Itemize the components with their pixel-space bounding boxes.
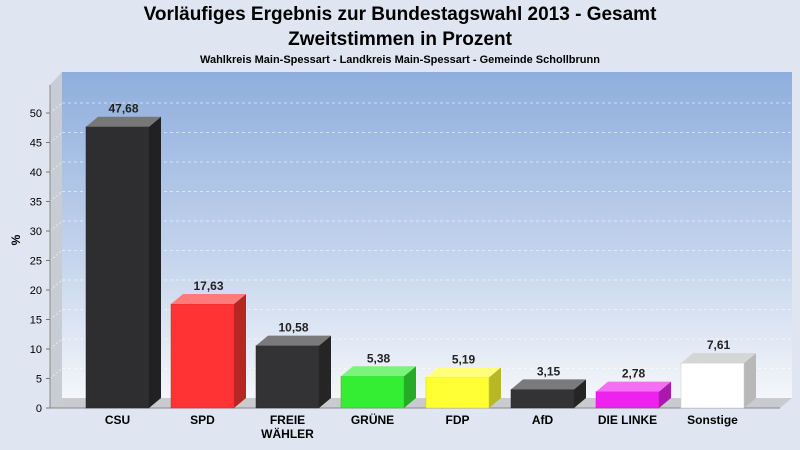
- bar-value-label: 3,15: [537, 364, 561, 378]
- bar-side: [659, 381, 671, 408]
- x-tick-label: Sonstige: [687, 413, 738, 427]
- bar-value-label: 2,78: [622, 367, 646, 381]
- bar-front: [595, 391, 660, 409]
- bar-side: [574, 379, 586, 408]
- plot-floor: [50, 398, 792, 408]
- y-axis-label: %: [9, 234, 23, 245]
- bar: 5,19: [425, 352, 501, 409]
- bar-value-label: 17,63: [193, 279, 223, 293]
- bar-value-label: 5,19: [452, 352, 476, 366]
- bar-value-label: 47,68: [108, 102, 138, 116]
- y-tick-label: 20: [30, 285, 42, 297]
- bar-top: [596, 381, 671, 392]
- bar: 7,61: [680, 338, 756, 409]
- bar: 3,15: [510, 364, 586, 409]
- y-tick-label: 45: [30, 138, 42, 150]
- bar-side: [319, 335, 331, 408]
- y-tick-label: 50: [30, 108, 42, 120]
- chart-title: Vorläufiges Ergebnis zur Bundestagswahl …: [143, 4, 657, 25]
- bar: 47,68: [85, 102, 161, 409]
- y-tick-label: 15: [30, 315, 42, 327]
- grid-line-side: [49, 161, 63, 173]
- bar-top: [171, 293, 246, 304]
- bar-front: [680, 362, 745, 409]
- x-tick-label: SPD: [190, 413, 215, 427]
- bar-front: [85, 126, 150, 409]
- bar: 2,78: [595, 367, 671, 409]
- bar-side: [234, 293, 246, 408]
- grid-line-side: [49, 338, 63, 350]
- x-tick-label: FDP: [446, 413, 470, 427]
- bar-side: [404, 366, 416, 408]
- grid-line-side: [49, 368, 63, 379]
- grid-line-side: [49, 279, 63, 291]
- bar-value-label: 7,61: [707, 338, 731, 352]
- bar-top: [86, 116, 161, 127]
- bar-front: [170, 303, 235, 409]
- bar-side: [744, 353, 756, 408]
- bar-top: [341, 366, 416, 377]
- x-tick-label: FREIE WÄHLER: [261, 413, 314, 441]
- bar-front: [425, 377, 490, 409]
- y-tick-label: 30: [30, 226, 42, 238]
- x-tick-label: CSU: [105, 413, 130, 427]
- x-tick-label: DIE LINKE: [598, 413, 657, 427]
- y-tick-label: 25: [30, 256, 42, 268]
- grid-line-side: [49, 250, 63, 261]
- bar: 17,63: [170, 279, 246, 409]
- bar-value-label: 10,58: [278, 321, 308, 335]
- y-tick-label: 40: [30, 167, 42, 179]
- x-tick-label: AfD: [532, 413, 554, 427]
- y-tick-label: 0: [36, 403, 42, 415]
- bar-top: [511, 379, 586, 390]
- bar-front: [255, 345, 320, 409]
- grid-line-side: [49, 191, 63, 202]
- grid-line-side: [49, 220, 63, 232]
- bar-top: [256, 335, 331, 346]
- grid-line-side: [49, 309, 63, 320]
- x-tick-label: GRÜNE: [351, 412, 394, 427]
- chart-caption: Wahlkreis Main-Spessart - Landkreis Main…: [200, 54, 600, 66]
- bar-side: [489, 367, 501, 408]
- bar-top: [681, 353, 756, 364]
- bar-top: [426, 367, 501, 378]
- y-tick-label: 5: [36, 374, 42, 386]
- y-tick-label: 10: [30, 344, 42, 356]
- bar-value-label: 5,38: [367, 351, 391, 365]
- bar: 10,58: [255, 321, 331, 409]
- bar-front: [340, 376, 405, 409]
- plot-side-wall: [50, 72, 62, 408]
- chart-subtitle: Zweitstimmen in Prozent: [288, 29, 512, 50]
- grid-line-side: [49, 102, 63, 114]
- grid-line-side: [49, 132, 63, 143]
- y-tick-label: 35: [30, 197, 42, 209]
- bar-side: [149, 116, 161, 409]
- bar-front: [510, 389, 575, 409]
- bar: 5,38: [340, 351, 416, 409]
